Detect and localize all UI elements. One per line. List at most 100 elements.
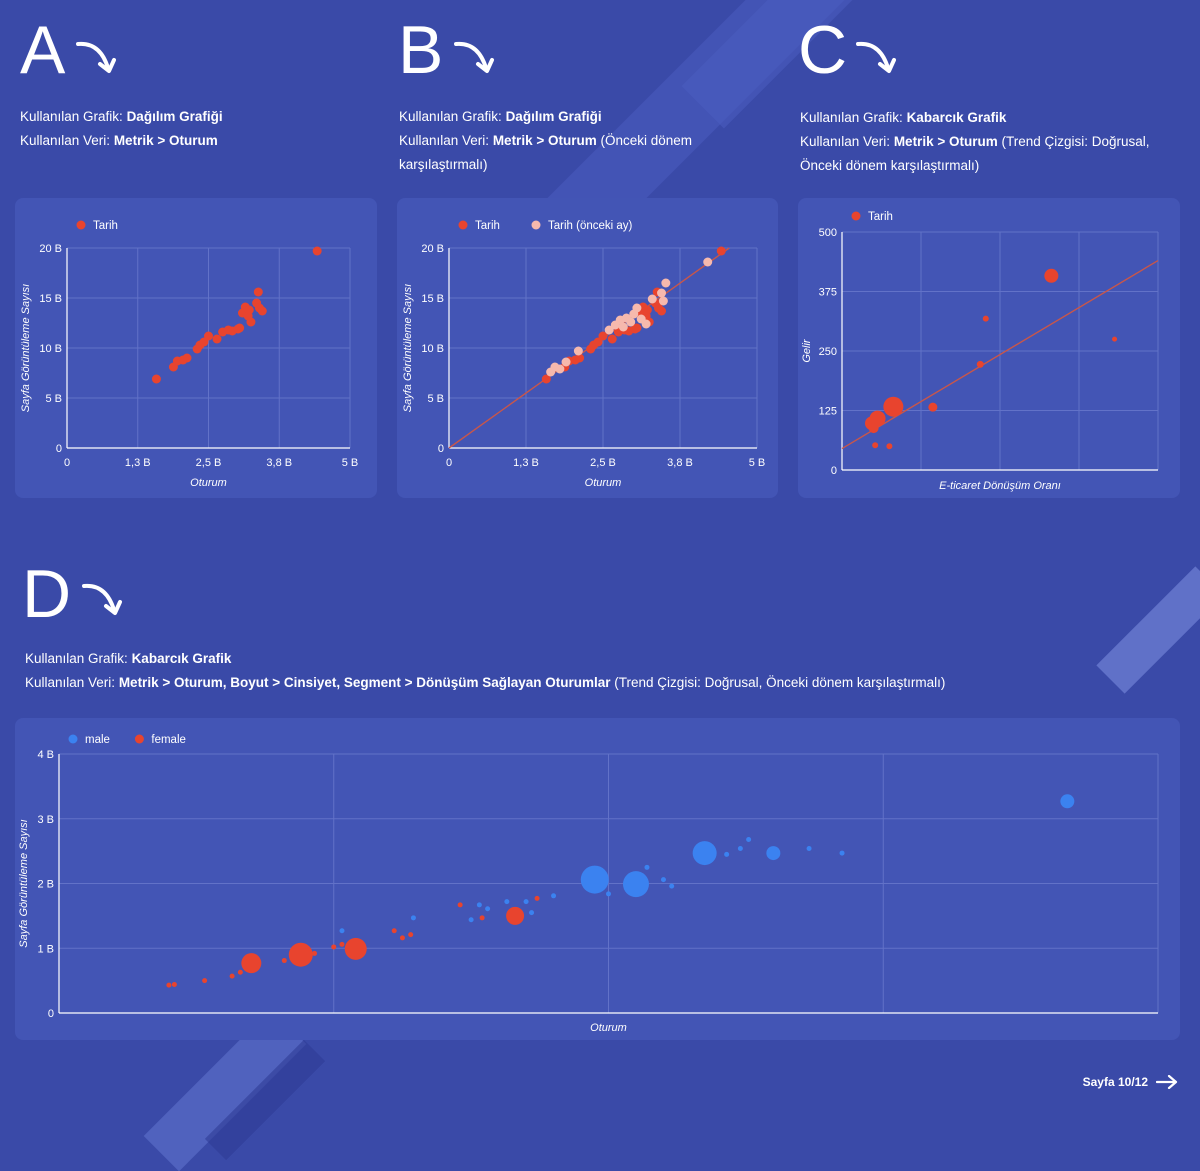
y-tick-label: 2 B [37,879,54,891]
y-axis-label: Sayfa Görüntüleme Sayısı [20,284,32,412]
data-bubble [869,410,886,427]
data-bubble [506,906,525,925]
data-point [593,337,603,347]
data-point [257,306,267,316]
y-tick-label: 10 B [39,343,62,355]
data-point [703,257,713,267]
legend-swatch [68,734,78,744]
data-point [312,246,322,256]
data-bubble [229,973,235,979]
data-point [657,306,667,316]
data-point [235,323,245,333]
data-bubble [766,846,781,861]
data-bubble [928,402,938,412]
section-a-description: Kullanılan Grafik: Dağılım Grafiği Kulla… [20,109,223,148]
y-tick-label: 15 B [421,293,444,305]
data-point [253,287,263,297]
y-tick-label: 4 B [37,749,54,761]
chart-a-scatter: 0 5 B 10 B 15 B 20 B 0 1,3 B 2,5 B 3,8 B 5 B Oturu… [20,220,358,489]
data-bubble [868,423,879,434]
y-tick-label: 10 B [421,343,444,355]
data-bubble [660,877,666,883]
data-bubble [312,950,318,956]
page-indicator[interactable]: Sayfa 10/12 [1083,1075,1178,1089]
x-tick-label: 0 [64,457,70,469]
data-bubble [339,941,345,947]
data-bubble [806,846,812,852]
y-axis-label: Gelir [801,338,813,363]
y-tick-label: 3 B [37,814,54,826]
y-tick-label: 5 B [427,393,444,405]
section-letter-b: B [398,12,444,88]
data-bubble [669,883,675,889]
chart-panel-c: 0 125 250 375 500 E-ticaret Dönüşüm Oranı Geli… [798,198,1180,498]
legend-swatch [531,220,541,230]
chart-b-scatter: 0 5 B 10 B 15 B 20 B 0 1,3 B 2,5 B 3,8 B 5 B Oturu… [402,220,765,489]
data-bubble [479,915,485,921]
section-letter-c: C [798,12,848,88]
data-point [561,357,571,367]
data-bubble [976,360,984,368]
x-axis-label: Oturum [590,1022,627,1034]
legend-swatch [76,220,86,230]
data-point [632,303,642,313]
x-tick-label: 1,3 B [513,457,539,469]
legend-label: female [151,734,186,746]
data-point [626,317,636,327]
y-tick-label: 15 B [39,293,62,305]
data-bubble [883,396,904,417]
data-bubble [202,978,208,984]
y-tick-label: 5 B [45,393,62,405]
data-bubble [171,982,177,988]
chart-panel-b: 0 5 B 10 B 15 B 20 B 0 1,3 B 2,5 B 3,8 B 5 B Oturu… [397,198,778,498]
legend-swatch [458,220,468,230]
x-tick-label: 3,8 B [667,457,693,469]
section-letter-d: D [22,556,72,632]
section-c-description: Kullanılan Grafik: Kabarcık Grafik Kulla… [800,110,1150,173]
data-bubble [391,928,397,934]
data-point [716,246,726,256]
data-bubble [622,871,649,898]
data-point [632,323,642,333]
data-bubble [644,864,650,870]
data-bubble [281,958,287,964]
data-point [641,319,651,329]
legend-label: Tarih [868,211,893,223]
x-tick-label: 2,5 B [196,457,222,469]
data-bubble [408,932,414,938]
legend-label: Tarih (önceki ay) [548,220,633,232]
data-bubble [288,942,313,967]
data-bubble [468,917,474,923]
data-point [573,346,583,356]
y-axis-label: Sayfa Görüntüleme Sayısı [402,284,414,412]
data-bubble [523,899,529,905]
data-bubble [534,895,540,901]
data-bubble [692,841,717,866]
data-point [244,305,254,315]
data-point [607,334,617,344]
x-axis-label: E-ticaret Dönüşüm Oranı [939,480,1061,492]
data-bubble [476,902,482,908]
legend-label: Tarih [475,220,500,232]
data-bubble [166,982,172,988]
y-tick-label: 0 [831,465,837,477]
data-bubble [241,953,262,974]
data-bubble [1060,794,1075,809]
data-point [246,317,256,327]
data-point [658,296,668,306]
curved-arrow-icon [82,583,122,615]
data-point [657,288,667,298]
y-axis-label: Sayfa Görüntüleme Sayısı [18,819,30,947]
data-bubble [457,902,463,908]
x-tick-label: 3,8 B [266,457,292,469]
data-bubble [737,846,743,852]
legend-label: male [85,734,110,746]
data-bubble [724,851,730,857]
trend-line [841,259,1159,450]
data-point [575,353,585,363]
data-bubble [606,891,611,897]
data-bubble [339,928,345,934]
chart-panel-d: 0 1 B 2 B 3 B 4 B Oturum Sayfa Görüntüleme Say… [15,718,1180,1040]
legend-swatch [134,734,144,744]
x-tick-label: 2,5 B [590,457,616,469]
